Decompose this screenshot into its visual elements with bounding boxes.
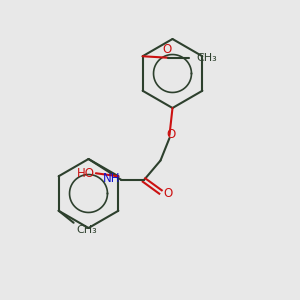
Text: O: O: [162, 43, 171, 56]
Text: NH: NH: [103, 172, 120, 185]
Text: O: O: [164, 187, 173, 200]
Text: HO: HO: [76, 167, 94, 180]
Text: CH₃: CH₃: [76, 225, 98, 235]
Text: CH₃: CH₃: [196, 53, 217, 63]
Text: O: O: [166, 128, 175, 142]
